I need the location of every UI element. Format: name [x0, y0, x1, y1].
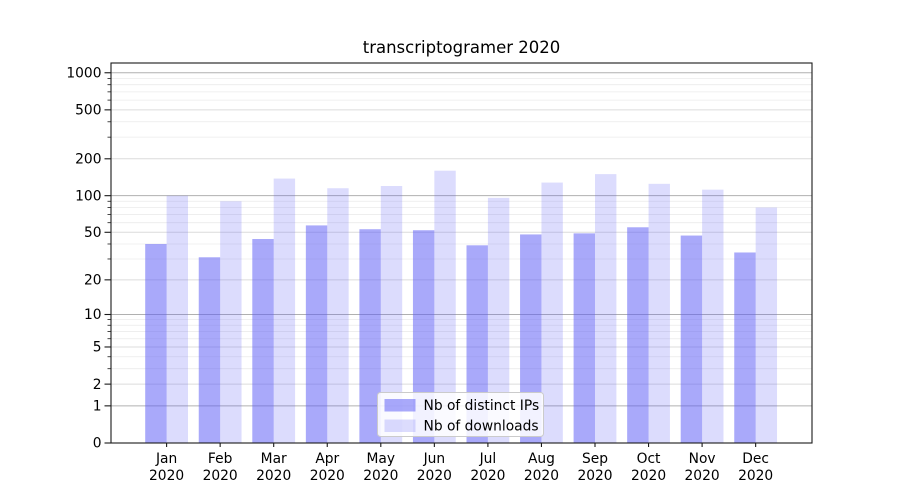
- bar-ips-nov: [680, 235, 703, 443]
- bar-downloads-jun: [434, 170, 456, 443]
- bar-ips-apr: [305, 225, 328, 443]
- x-tick-label-oct: Oct 2020: [631, 451, 666, 484]
- y-tick-label-100: 100: [75, 188, 101, 204]
- x-tick-label-jan: Jan 2020: [149, 451, 184, 484]
- bar-downloads-mar: [273, 178, 296, 443]
- plot-border: [110, 62, 813, 444]
- bar-ips-mar: [252, 239, 274, 443]
- x-tick-label-apr: Apr 2020: [310, 451, 345, 484]
- legend-label-ips: Nb of distinct IPs: [424, 398, 540, 414]
- bar-downloads-jul: [487, 197, 510, 443]
- grid-minor-lines: [111, 78, 812, 370]
- y-tick-label-1: 1: [93, 399, 102, 415]
- legend: Nb of distinct IPs Nb of downloads: [377, 392, 544, 437]
- bar-downloads-may: [380, 185, 403, 443]
- bar-ips-jan: [145, 243, 167, 443]
- y-tick-label-50: 50: [84, 225, 102, 241]
- bar-downloads-feb: [220, 201, 242, 443]
- x-tick-label-jun: Jun 2020: [417, 451, 452, 484]
- bar-downloads-dec: [755, 207, 778, 443]
- bar-ips-feb: [198, 257, 221, 443]
- bar-downloads-sep: [595, 174, 617, 443]
- y-tick-label-20: 20: [84, 273, 102, 289]
- bar-downloads-oct: [648, 183, 670, 443]
- bar-ips-jun: [412, 230, 435, 443]
- x-tick-label-may: May 2020: [363, 451, 398, 484]
- bar-ips-oct: [627, 227, 649, 443]
- bar-ips-aug: [520, 234, 542, 443]
- legend-swatch-downloads: [384, 419, 416, 432]
- bar-ips-may: [359, 229, 381, 443]
- legend-label-downloads: Nb of downloads: [424, 419, 539, 435]
- y-tick-label-2: 2: [93, 377, 102, 393]
- bars: [145, 170, 778, 444]
- x-tick-label-jul: Jul 2020: [470, 451, 505, 484]
- y-axis-ticks: 0 1 2 5 10 20 50 100 200 500 1000: [66, 65, 111, 452]
- bar-downloads-jan: [166, 195, 188, 443]
- legend-swatch-ips: [384, 399, 416, 412]
- bar-downloads-nov: [702, 189, 724, 443]
- bar-ips-sep: [573, 233, 595, 443]
- x-tick-label-mar: Mar 2020: [256, 451, 291, 484]
- bar-ips-dec: [734, 252, 756, 443]
- chart-title: transcriptogramer 2020: [363, 38, 561, 57]
- bar-downloads-apr: [327, 188, 349, 443]
- y-tick-label-200: 200: [75, 151, 101, 167]
- legend-box: [377, 392, 544, 437]
- x-tick-label-aug: Aug 2020: [524, 451, 559, 484]
- bar-downloads-aug: [541, 182, 563, 444]
- x-tick-label-feb: Feb 2020: [203, 451, 238, 484]
- y-tick-label-5: 5: [93, 340, 102, 356]
- x-tick-label-nov: Nov 2020: [685, 451, 720, 484]
- y-tick-label-1000: 1000: [66, 65, 101, 81]
- x-tick-label-dec: Dec 2020: [738, 451, 773, 484]
- x-axis-ticks: Jan 2020 Feb 2020 Mar 2020 Apr 2020 May 2020 Jun 20…: [149, 443, 773, 484]
- y-tick-label-0: 0: [93, 436, 102, 452]
- y-tick-label-500: 500: [75, 103, 101, 119]
- y-tick-label-10: 10: [84, 307, 102, 323]
- x-tick-label-sep: Sep 2020: [577, 451, 612, 484]
